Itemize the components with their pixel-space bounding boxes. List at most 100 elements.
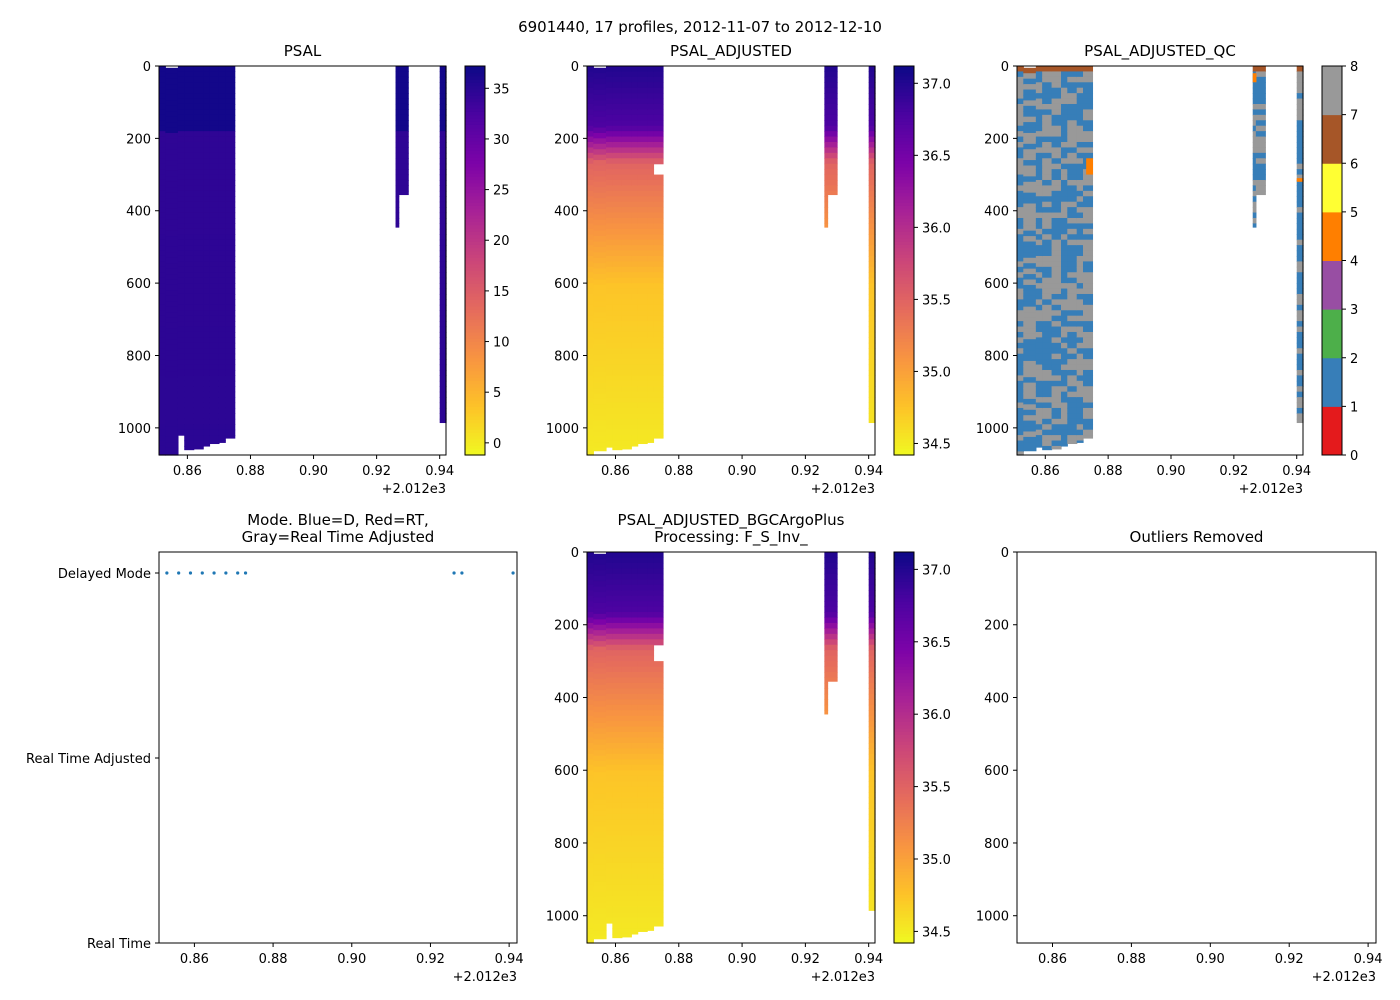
heatmap-cell	[868, 413, 876, 420]
colorbar-tick-label: 0	[493, 437, 501, 452]
heatmap-cell	[593, 733, 607, 740]
heatmap-cell	[159, 196, 166, 203]
heatmap-cell	[1042, 179, 1053, 187]
colorbar-segment	[465, 82, 485, 87]
heatmap-cell	[612, 288, 623, 295]
heatmap-cell	[1061, 228, 1068, 235]
heatmap-cell	[593, 344, 607, 351]
heatmap-cell	[868, 315, 876, 322]
heatmap-cell	[1035, 402, 1043, 409]
heatmap-cell	[1076, 266, 1084, 273]
heatmap-cell	[1252, 179, 1257, 187]
mode-point	[188, 571, 193, 575]
heatmap-cell	[612, 131, 623, 138]
heatmap-cell	[621, 726, 632, 733]
heatmap-cell	[827, 579, 838, 586]
heatmap-cell	[1042, 234, 1053, 241]
heatmap-cell	[184, 288, 195, 295]
heatmap-cell	[637, 786, 648, 793]
heatmap-cell	[868, 114, 876, 121]
heatmap-cell	[439, 152, 447, 159]
heatmap-cell	[193, 82, 204, 89]
heatmap-cell	[177, 125, 185, 132]
colorbar-segment	[894, 802, 914, 807]
heatmap-cell	[587, 435, 594, 442]
heatmap-cell	[1051, 272, 1062, 279]
x-offset-label: +2.012e3	[1239, 482, 1303, 497]
colorbar-segment	[894, 643, 914, 648]
heatmap-cell	[1035, 66, 1043, 73]
heatmap-cell	[647, 125, 655, 132]
heatmap-cell	[1035, 71, 1043, 78]
heatmap-cell	[203, 109, 211, 116]
colorbar-segment	[894, 591, 914, 595]
heatmap-cell	[647, 380, 655, 387]
colorbar-segment	[894, 819, 914, 824]
heatmap-cell	[193, 326, 204, 333]
heatmap-cell	[159, 136, 166, 143]
heatmap-cell	[218, 321, 226, 328]
heatmap-cell	[621, 402, 632, 409]
heatmap-cell	[621, 190, 632, 197]
heatmap-cell	[868, 217, 876, 225]
heatmap-cell	[193, 386, 204, 393]
heatmap-cell	[621, 109, 632, 116]
heatmap-cell	[225, 147, 236, 154]
heatmap-cell	[193, 424, 204, 431]
heatmap-cell	[612, 364, 623, 371]
heatmap-cell	[621, 217, 632, 225]
heatmap-cell	[439, 190, 447, 197]
heatmap-cell	[1017, 413, 1024, 420]
heatmap-cell	[439, 212, 447, 219]
heatmap-cell	[225, 255, 236, 263]
heatmap-cell	[1076, 169, 1084, 176]
heatmap-cell	[1035, 353, 1043, 360]
heatmap-cell	[824, 639, 829, 646]
heatmap-cell	[605, 424, 613, 431]
heatmap-cell	[1067, 293, 1078, 300]
heatmap-cell	[1076, 304, 1084, 311]
heatmap-cell	[593, 744, 607, 751]
heatmap-cell	[1051, 261, 1062, 268]
heatmap-cell	[159, 429, 166, 436]
heatmap-cell	[165, 208, 179, 215]
heatmap-cell	[647, 103, 655, 111]
heatmap-cell	[637, 337, 648, 344]
colorbar-segment	[894, 675, 914, 680]
heatmap-cell	[587, 835, 594, 842]
heatmap-cell	[184, 109, 195, 116]
heatmap-cell	[587, 147, 594, 154]
heatmap-cell	[612, 852, 623, 859]
heatmap-cell	[218, 440, 226, 443]
heatmap-cell	[647, 261, 655, 268]
subplot-title: Processing: F_S_Inv_	[654, 528, 808, 547]
heatmap-cell	[587, 884, 594, 891]
heatmap-cell	[1042, 288, 1053, 295]
heatmap-cell	[1017, 435, 1024, 442]
heatmap-cell	[209, 348, 220, 355]
heatmap-cell	[605, 402, 613, 409]
heatmap-cell	[637, 808, 648, 815]
heatmap-cell	[184, 245, 195, 252]
heatmap-cell	[395, 217, 400, 225]
heatmap-cell	[612, 342, 623, 349]
heatmap-cell	[637, 424, 648, 431]
heatmap-cell	[605, 445, 613, 448]
heatmap-cell	[225, 397, 236, 404]
x-tick-label: 0.88	[236, 464, 265, 479]
heatmap-cell	[184, 114, 195, 121]
colorbar-segment	[894, 211, 914, 216]
heatmap-cell	[1035, 120, 1043, 127]
heatmap-cell	[165, 181, 179, 188]
heatmap-cell	[593, 398, 607, 405]
heatmap-cell	[1023, 312, 1037, 319]
heatmap-cell	[218, 245, 226, 252]
heatmap-cell	[203, 207, 211, 214]
heatmap-cell	[647, 353, 655, 360]
colorbar-segment	[465, 335, 485, 339]
heatmap-cell	[203, 326, 211, 333]
heatmap-cell	[612, 781, 623, 788]
heatmap-cell	[637, 819, 648, 826]
colorbar-segment	[465, 315, 485, 320]
heatmap-cell	[824, 655, 829, 662]
